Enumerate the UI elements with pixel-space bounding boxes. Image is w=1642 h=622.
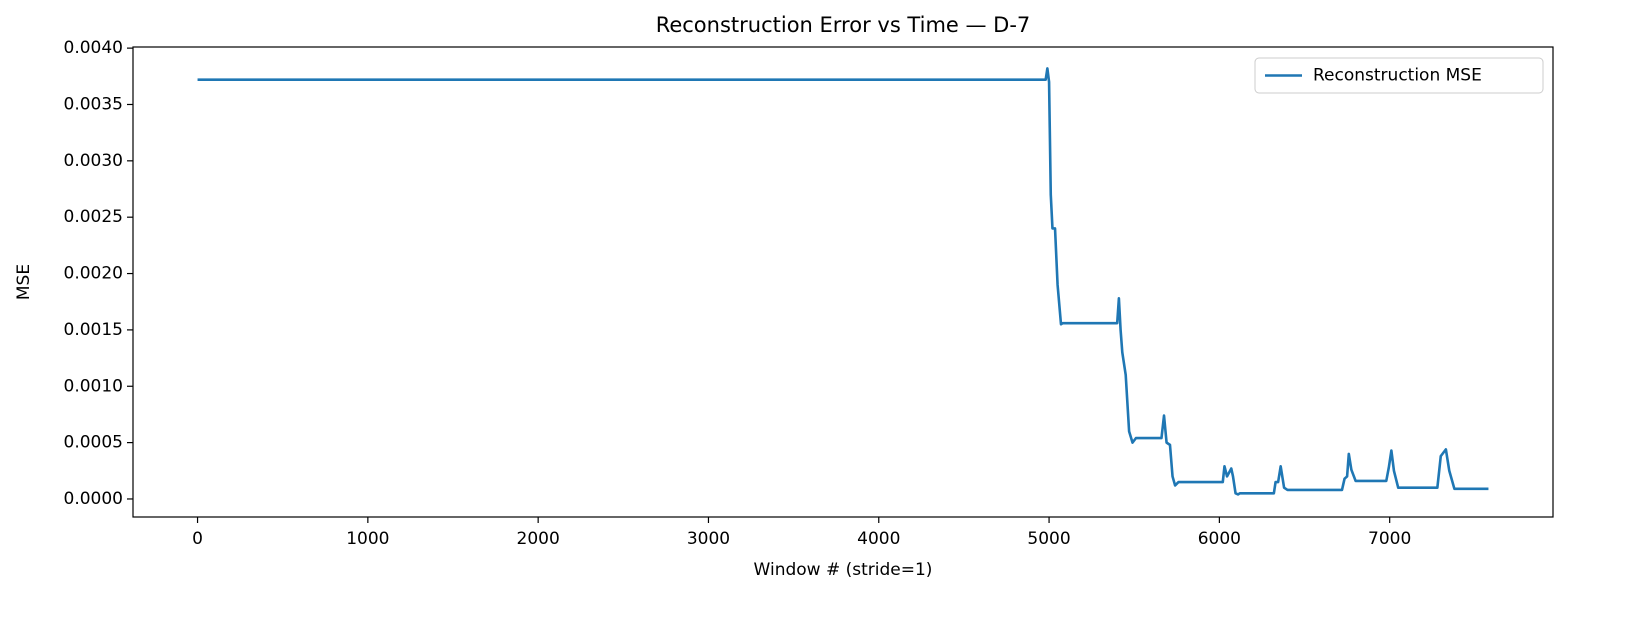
x-axis-label: Window # (stride=1)	[754, 560, 933, 580]
x-tick-label: 2000	[517, 529, 560, 549]
y-tick-label: 0.0005	[64, 433, 123, 453]
x-tick-label: 6000	[1198, 529, 1241, 549]
legend-label: Reconstruction MSE	[1313, 66, 1482, 86]
x-tick-label: 5000	[1027, 529, 1070, 549]
y-tick-label: 0.0040	[64, 38, 123, 58]
y-tick-label: 0.0035	[64, 94, 123, 114]
x-tick-label: 0	[192, 529, 203, 549]
chart-title: Reconstruction Error vs Time — D-7	[656, 13, 1031, 37]
y-tick-label: 0.0015	[64, 320, 123, 340]
x-tick-label: 7000	[1368, 529, 1411, 549]
y-tick-label: 0.0000	[64, 489, 123, 509]
y-tick-label: 0.0010	[64, 376, 123, 396]
legend-box	[1254, 57, 1544, 94]
y-axis-label: MSE	[14, 264, 34, 300]
y-tick-label: 0.0030	[64, 151, 123, 171]
x-tick-label: 1000	[346, 529, 389, 549]
plot-frame	[132, 46, 1554, 518]
line-series	[197, 67, 1489, 496]
x-tick-label: 3000	[687, 529, 730, 549]
y-tick-label: 0.0025	[64, 207, 123, 227]
x-tick-label: 4000	[857, 529, 900, 549]
y-tick-label: 0.0020	[64, 264, 123, 284]
